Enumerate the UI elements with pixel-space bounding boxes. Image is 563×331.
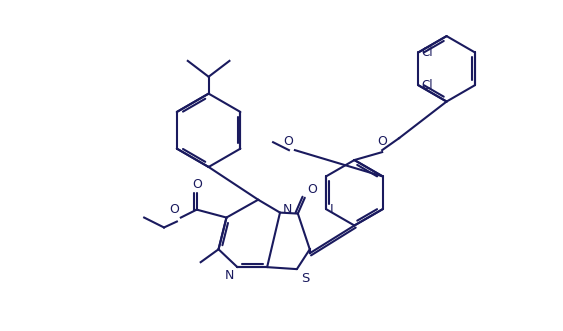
Text: N: N (283, 203, 292, 216)
Text: Cl: Cl (421, 46, 433, 59)
Text: O: O (307, 183, 316, 196)
Text: N: N (225, 269, 234, 282)
Text: O: O (377, 135, 387, 148)
Text: Cl: Cl (421, 79, 433, 92)
Text: O: O (169, 203, 179, 215)
Text: S: S (301, 272, 309, 285)
Text: O: O (192, 178, 202, 191)
Text: O: O (283, 135, 293, 148)
Text: I: I (330, 203, 334, 215)
